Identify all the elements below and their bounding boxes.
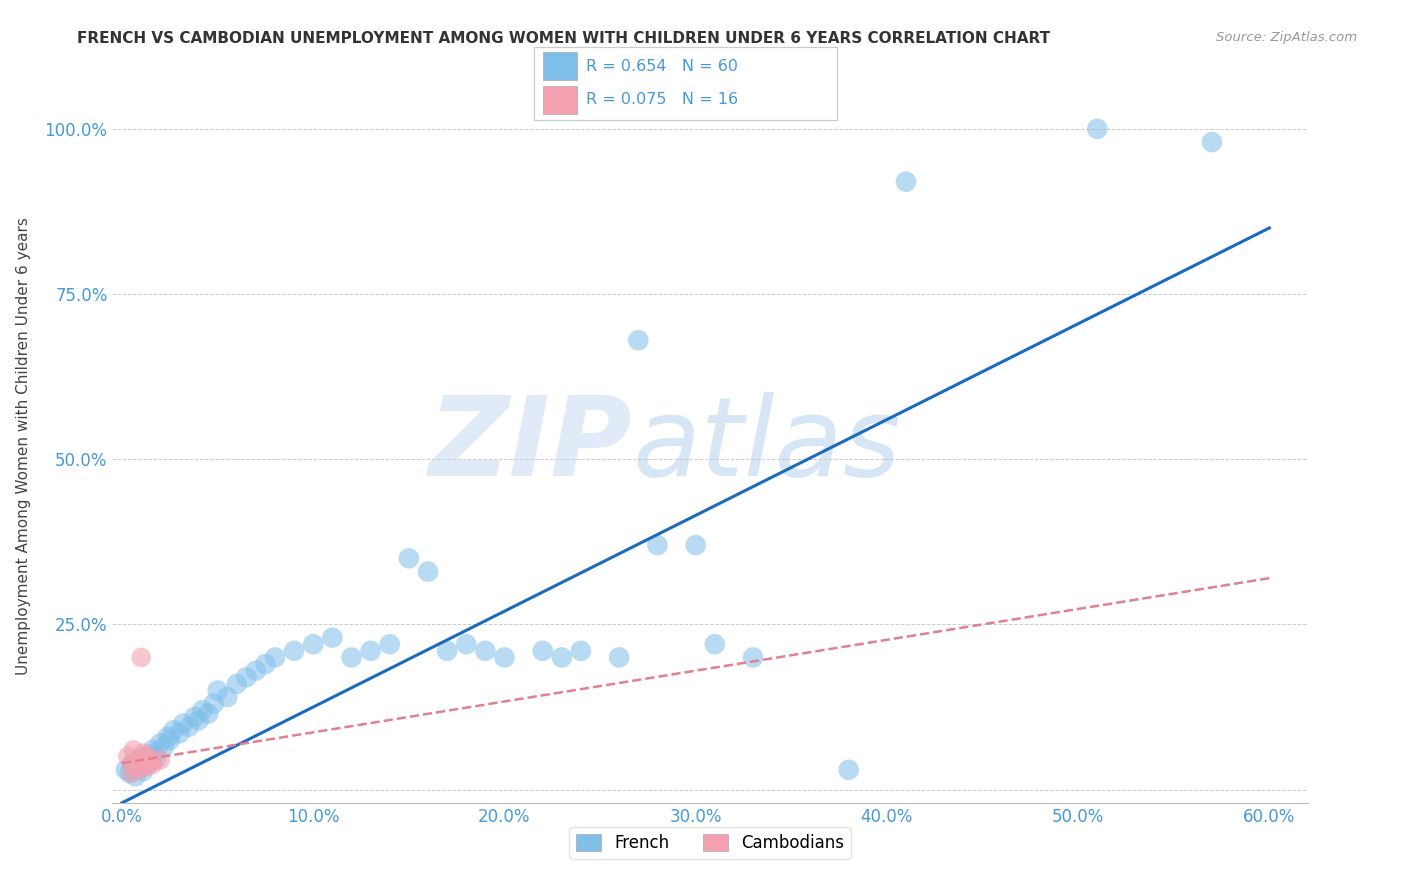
Point: [132, 764, 155, 778]
Text: FRENCH VS CAMBODIAN UNEMPLOYMENT AMONG WOMEN WITH CHILDREN UNDER 6 YEARS CORRELA: FRENCH VS CAMBODIAN UNEMPLOYMENT AMONG W…: [77, 31, 1050, 46]
Point: [134, 749, 156, 764]
Point: [531, 644, 554, 658]
Point: [569, 644, 592, 658]
Point: [121, 759, 143, 773]
Point: [142, 757, 165, 772]
Point: [129, 756, 152, 771]
Y-axis label: Unemployment Among Women with Children Under 6 years: Unemployment Among Women with Children U…: [15, 217, 31, 675]
Point: [159, 733, 181, 747]
Point: [135, 749, 157, 764]
Point: [894, 175, 917, 189]
Point: [145, 751, 167, 765]
Point: [129, 759, 152, 773]
Point: [127, 753, 149, 767]
Point: [163, 723, 186, 738]
Point: [139, 755, 162, 769]
Point: [118, 766, 141, 780]
Point: [647, 538, 669, 552]
Point: [627, 333, 650, 347]
Text: atlas: atlas: [633, 392, 901, 500]
Point: [321, 631, 343, 645]
Point: [143, 746, 166, 760]
Point: [124, 759, 146, 773]
Point: [129, 650, 152, 665]
Point: [127, 763, 149, 777]
Point: [436, 644, 458, 658]
Point: [416, 565, 439, 579]
Point: [254, 657, 277, 671]
Point: [132, 746, 155, 760]
Point: [122, 756, 145, 771]
Point: [153, 739, 176, 754]
Point: [838, 763, 860, 777]
Point: [124, 769, 146, 783]
Point: [121, 766, 143, 780]
Text: R = 0.075   N = 16: R = 0.075 N = 16: [586, 93, 738, 107]
Point: [264, 650, 287, 665]
Point: [172, 716, 194, 731]
Point: [128, 763, 150, 777]
Point: [191, 703, 214, 717]
Point: [378, 637, 401, 651]
Point: [685, 538, 707, 552]
Point: [1085, 121, 1108, 136]
Point: [360, 644, 382, 658]
Text: R = 0.654   N = 60: R = 0.654 N = 60: [586, 59, 738, 74]
Point: [169, 726, 191, 740]
Point: [122, 743, 145, 757]
Point: [207, 683, 229, 698]
Point: [474, 644, 496, 658]
Point: [177, 720, 200, 734]
Point: [283, 644, 305, 658]
Point: [135, 759, 157, 773]
Point: [134, 757, 156, 772]
Point: [551, 650, 574, 665]
Point: [149, 753, 172, 767]
Bar: [543, 86, 576, 114]
Point: [121, 756, 143, 771]
Point: [128, 753, 150, 767]
Text: ZIP: ZIP: [429, 392, 633, 500]
Point: [139, 755, 162, 769]
Point: [340, 650, 363, 665]
Point: [202, 697, 225, 711]
Point: [183, 710, 205, 724]
Point: [398, 551, 420, 566]
Bar: [543, 53, 576, 80]
Point: [138, 751, 160, 765]
Point: [245, 664, 267, 678]
Point: [302, 637, 325, 651]
Point: [494, 650, 516, 665]
Point: [142, 743, 165, 757]
Point: [225, 677, 247, 691]
Point: [156, 730, 179, 744]
Point: [187, 713, 209, 727]
Point: [115, 763, 138, 777]
Point: [742, 650, 765, 665]
Point: [607, 650, 630, 665]
Point: [703, 637, 725, 651]
Point: [1201, 135, 1223, 149]
Point: [456, 637, 478, 651]
Point: [197, 706, 219, 721]
Point: [217, 690, 239, 704]
Point: [117, 749, 139, 764]
Legend: French, Cambodians: French, Cambodians: [569, 827, 851, 859]
Point: [235, 670, 257, 684]
Text: Source: ZipAtlas.com: Source: ZipAtlas.com: [1216, 31, 1357, 45]
Point: [149, 736, 172, 750]
